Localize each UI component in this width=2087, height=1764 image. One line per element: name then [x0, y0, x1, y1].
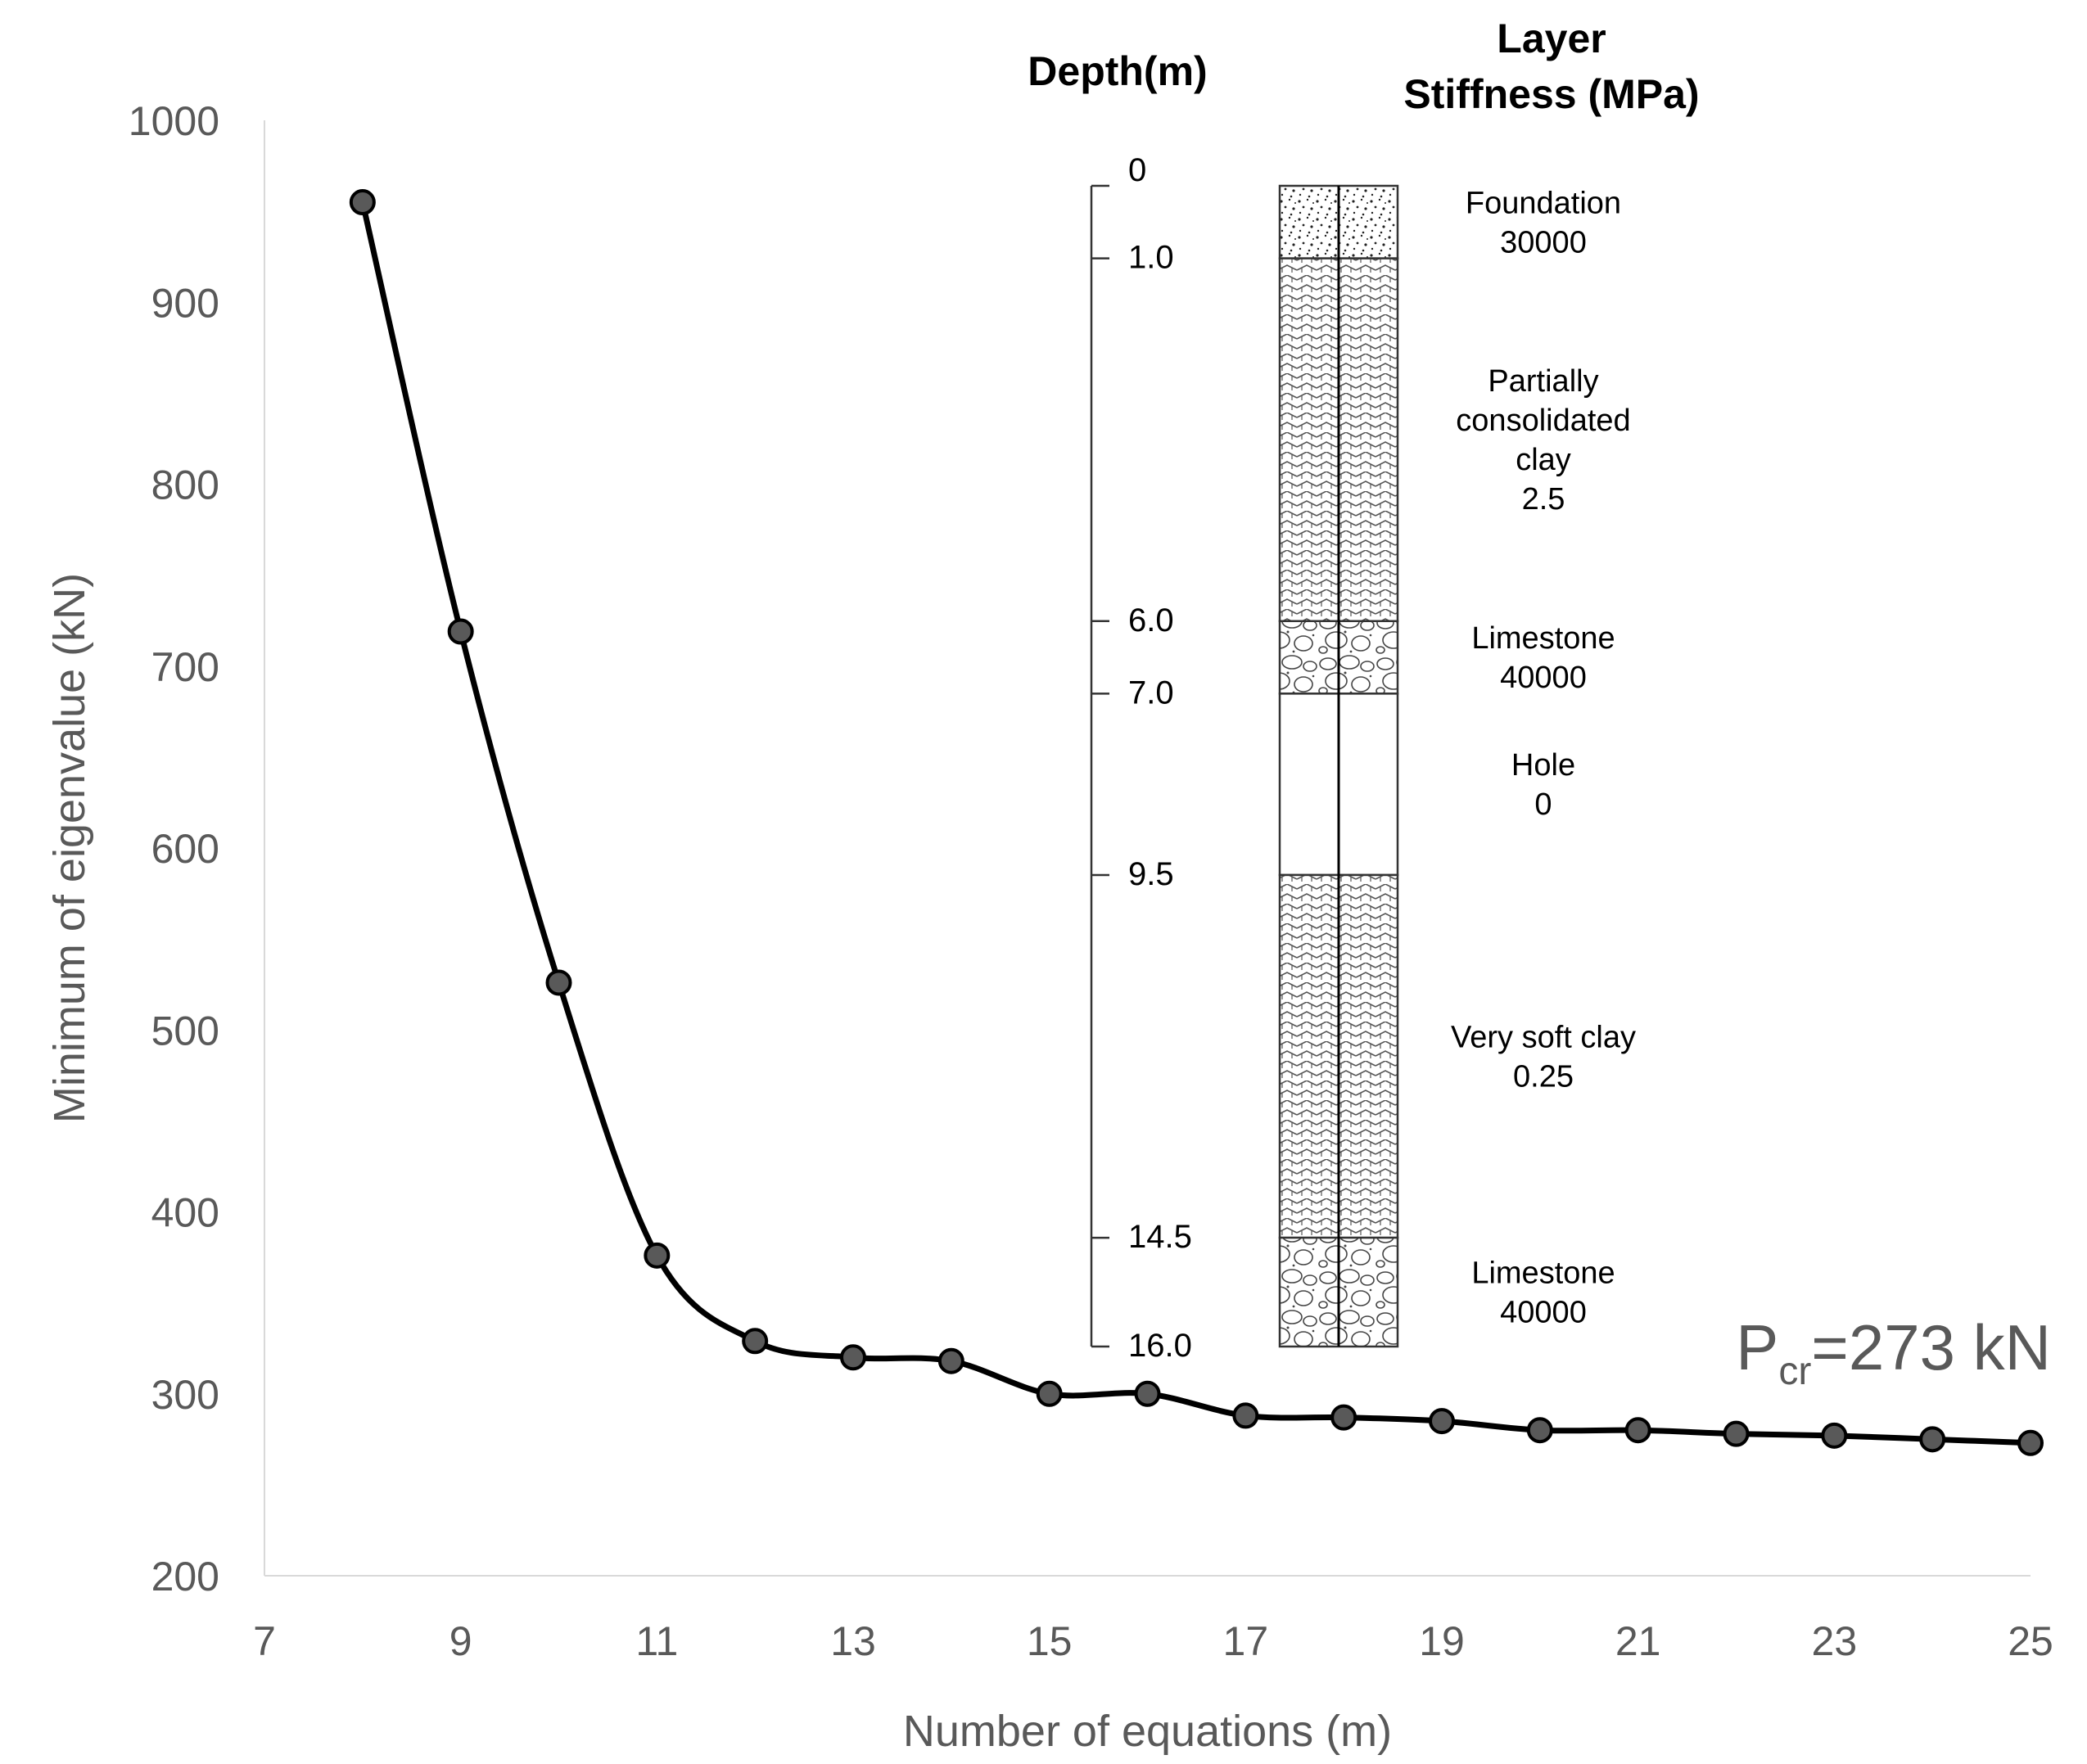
- strata-layer-label: clay: [1516, 443, 1571, 477]
- strata-layer-label: Limestone: [1471, 621, 1615, 656]
- x-tick-label: 21: [1615, 1618, 1661, 1664]
- depth-tick-label: 1.0: [1128, 240, 1174, 276]
- strata-layer-label: 2.5: [1522, 482, 1565, 517]
- depth-tick-label: 16.0: [1128, 1328, 1192, 1364]
- y-tick-label: 700: [151, 644, 219, 690]
- data-point: [349, 189, 376, 216]
- y-tick-label: 800: [151, 462, 219, 508]
- data-point: [937, 1347, 964, 1374]
- data-point: [1232, 1402, 1259, 1429]
- strata-layer-label: Limestone: [1471, 1256, 1615, 1291]
- y-axis-title: Minimum of eigenvalue (kN): [45, 573, 94, 1123]
- x-tick-label: 25: [2008, 1618, 2053, 1664]
- strata-layer-label: 0: [1534, 787, 1552, 822]
- data-point: [1036, 1380, 1063, 1407]
- y-tick-label: 300: [151, 1372, 219, 1418]
- data-point: [1624, 1417, 1651, 1444]
- depth-tick-label: 9.5: [1128, 856, 1174, 892]
- data-point: [644, 1242, 671, 1269]
- data-point: [840, 1344, 866, 1371]
- data-point: [2017, 1429, 2044, 1456]
- strata-layer-label: Partially: [1488, 364, 1598, 399]
- y-tick-label: 900: [151, 280, 219, 326]
- depth-tick-label: 7.0: [1128, 674, 1174, 711]
- data-point: [742, 1328, 769, 1355]
- strata-layer-label: Hole: [1511, 748, 1575, 783]
- layer-header-line2: Stiffness (MPa): [1403, 71, 1699, 117]
- data-point: [1919, 1426, 1946, 1453]
- pcr-subscript: cr: [1778, 1350, 1811, 1393]
- y-tick-label: 600: [151, 826, 219, 872]
- strata-layer-label: consolidated: [1456, 404, 1630, 438]
- data-point: [1134, 1380, 1161, 1407]
- x-axis-title: Number of equations (m): [903, 1707, 1392, 1756]
- strata-layer-label: Very soft clay: [1451, 1021, 1636, 1055]
- data-point: [1821, 1422, 1848, 1449]
- x-tick-label: 15: [1027, 1618, 1073, 1664]
- y-tick-label: 500: [151, 1008, 219, 1053]
- strata-layer-label: Foundation: [1466, 186, 1621, 220]
- depth-tick-label: 0: [1128, 152, 1146, 188]
- strata-layer-label: 40000: [1500, 661, 1587, 695]
- y-tick-label: 400: [151, 1190, 219, 1236]
- strata-layer-label: 0.25: [1513, 1060, 1574, 1094]
- pcr-base: P: [1736, 1311, 1778, 1383]
- x-tick-label: 13: [830, 1618, 876, 1664]
- x-tick-label: 17: [1223, 1618, 1269, 1664]
- x-tick-label: 9: [449, 1618, 472, 1664]
- y-tick-label: 200: [151, 1554, 219, 1599]
- data-point: [1429, 1408, 1455, 1435]
- x-tick-label: 19: [1419, 1618, 1465, 1664]
- data-point: [545, 969, 572, 996]
- data-point: [1330, 1404, 1357, 1431]
- depth-tick-label: 14.5: [1128, 1219, 1192, 1255]
- depth-tick-label: 6.0: [1128, 602, 1174, 638]
- y-tick-label: 1000: [129, 98, 219, 144]
- pcr-value: =273 kN: [1811, 1311, 2051, 1383]
- x-tick-label: 7: [253, 1618, 276, 1664]
- series-line: [359, 201, 2031, 1446]
- x-tick-label: 23: [1812, 1618, 1858, 1664]
- layer-header-line1: Layer: [1497, 16, 1606, 61]
- strata-layer-label: 30000: [1500, 225, 1587, 259]
- data-point: [447, 618, 474, 645]
- strata-layer-label: 40000: [1500, 1296, 1587, 1330]
- depth-header: Depth(m): [1028, 48, 1207, 94]
- x-tick-label: 11: [635, 1618, 678, 1664]
- pcr-annotation: Pcr=273 kN: [1736, 1311, 2051, 1393]
- data-point: [1526, 1417, 1553, 1444]
- data-point: [1723, 1420, 1750, 1447]
